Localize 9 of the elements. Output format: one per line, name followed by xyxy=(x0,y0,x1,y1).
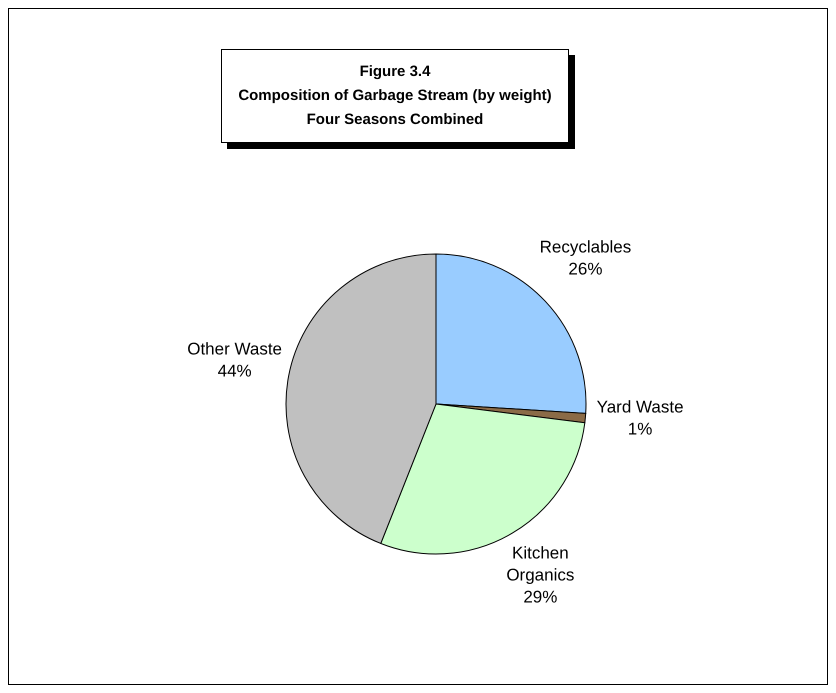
slice-label: Other Waste xyxy=(187,340,282,359)
data-label: 29% xyxy=(523,587,558,606)
data-label: 44% xyxy=(218,362,252,381)
slice-label: Kitchen Organics xyxy=(506,543,574,584)
chart-title: Figure 3.4 Composition of Garbage Stream (by weight) Four Seasons Combined xyxy=(237,62,553,130)
data-label: 1% xyxy=(628,419,652,438)
slice-label: Yard Waste xyxy=(596,397,684,416)
data-label: 26% xyxy=(568,260,602,279)
slice-label: Recyclables xyxy=(540,238,632,257)
